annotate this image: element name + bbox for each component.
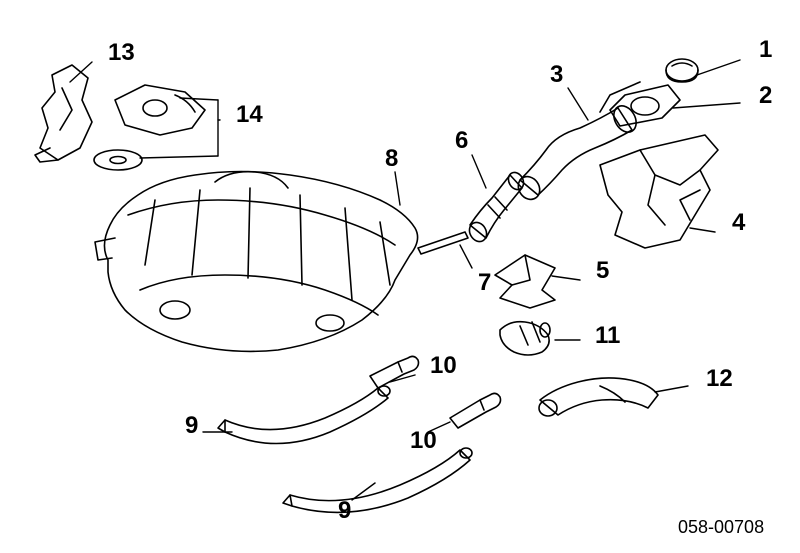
- part-10-bolt-upper: [370, 356, 419, 388]
- part-11-clamp: [500, 322, 550, 355]
- callout-12: 12: [706, 365, 733, 393]
- callout-8: 8: [385, 145, 398, 173]
- callout-9b: 9: [338, 497, 351, 525]
- callout-5: 5: [596, 257, 609, 285]
- callout-2: 2: [759, 82, 772, 110]
- callout-9a: 9: [185, 412, 198, 440]
- callout-11: 11: [595, 322, 620, 350]
- part-14-protector: [115, 85, 205, 135]
- part-7-tube: [418, 232, 468, 254]
- part-6-hose: [466, 170, 526, 245]
- callout-13: 13: [108, 39, 135, 67]
- callout-6: 6: [455, 127, 468, 155]
- part-9-strap-upper: [218, 386, 390, 444]
- callout-3: 3: [550, 61, 563, 89]
- part-4-bracket: [600, 135, 718, 248]
- part-1-cap: [666, 59, 698, 82]
- part-5-clip: [495, 255, 555, 308]
- callout-7: 7: [478, 269, 491, 297]
- callout-10b: 10: [410, 427, 437, 455]
- callout-4: 4: [732, 209, 745, 237]
- part-12-shield: [539, 378, 658, 416]
- part-8-fuel-tank: [95, 172, 418, 352]
- callout-1: 1: [759, 36, 772, 64]
- diagram-id: 058-00708: [678, 517, 764, 538]
- part-3-filler-pipe: [514, 82, 641, 204]
- part-9-strap-lower: [283, 448, 472, 512]
- callout-14: 14: [236, 101, 263, 129]
- part-10-bolt-lower: [450, 393, 501, 428]
- part-14-washer: [94, 150, 142, 170]
- callout-10a: 10: [430, 352, 457, 380]
- part-13-bracket: [35, 65, 92, 162]
- parts-diagram: [0, 0, 800, 553]
